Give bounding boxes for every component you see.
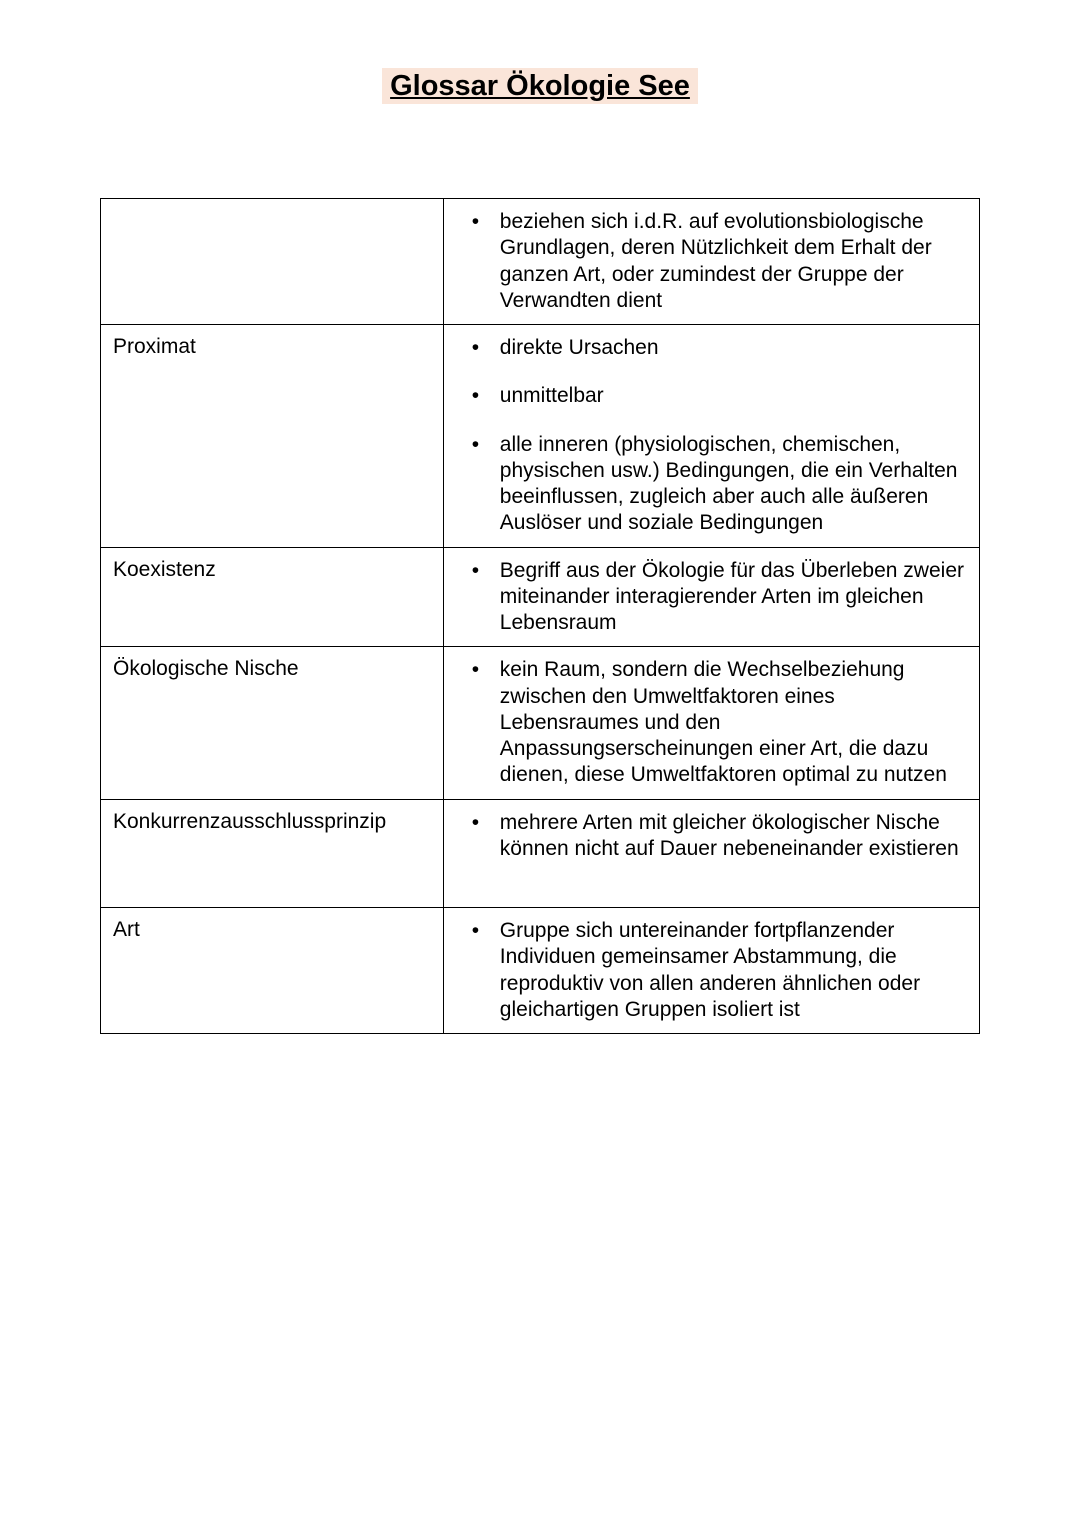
def-item: kein Raum, sondern die Wechselbeziehung …	[500, 657, 967, 788]
term-cell: Ökologische Nische	[101, 647, 444, 799]
def-cell: Gruppe sich untereinander fortpflanzende…	[443, 908, 979, 1034]
def-item: unmittelbar	[500, 383, 967, 409]
def-cell: beziehen sich i.d.R. auf evolutionsbiolo…	[443, 199, 979, 325]
def-item: beziehen sich i.d.R. auf evolutionsbiolo…	[500, 209, 967, 314]
page-title: Glossar Ökologie See	[100, 70, 980, 103]
def-list: kein Raum, sondern die Wechselbeziehung …	[456, 657, 967, 788]
table-row: Konkurrenzausschlussprinzip mehrere Arte…	[101, 799, 980, 908]
def-list: beziehen sich i.d.R. auf evolutionsbiolo…	[456, 209, 967, 314]
def-cell: Begriff aus der Ökologie für das Überleb…	[443, 547, 979, 647]
table-row: beziehen sich i.d.R. auf evolutionsbiolo…	[101, 199, 980, 325]
glossary-table: beziehen sich i.d.R. auf evolutionsbiolo…	[100, 198, 980, 1034]
term-cell	[101, 199, 444, 325]
term-cell: Konkurrenzausschlussprinzip	[101, 799, 444, 908]
term-cell: Art	[101, 908, 444, 1034]
def-list: Gruppe sich untereinander fortpflanzende…	[456, 918, 967, 1023]
def-item: alle inneren (physiologischen, chemische…	[500, 432, 967, 537]
def-item: direkte Ursachen	[500, 335, 967, 361]
def-item: mehrere Arten mit gleicher ökologischer …	[500, 810, 967, 863]
term-cell: Koexistenz	[101, 547, 444, 647]
table-row: Art Gruppe sich untereinander fortpflanz…	[101, 908, 980, 1034]
table-row: Ökologische Nische kein Raum, sondern di…	[101, 647, 980, 799]
def-list: mehrere Arten mit gleicher ökologischer …	[456, 810, 967, 863]
table-row: Koexistenz Begriff aus der Ökologie für …	[101, 547, 980, 647]
def-item: Gruppe sich untereinander fortpflanzende…	[500, 918, 967, 1023]
def-cell: kein Raum, sondern die Wechselbeziehung …	[443, 647, 979, 799]
def-cell: direkte Ursachen unmittelbar alle innere…	[443, 325, 979, 548]
table-row: Proximat direkte Ursachen unmittelbar al…	[101, 325, 980, 548]
def-cell: mehrere Arten mit gleicher ökologischer …	[443, 799, 979, 908]
def-list: direkte Ursachen unmittelbar alle innere…	[456, 335, 967, 537]
term-cell: Proximat	[101, 325, 444, 548]
def-list: Begriff aus der Ökologie für das Überleb…	[456, 558, 967, 637]
def-item: Begriff aus der Ökologie für das Überleb…	[500, 558, 967, 637]
page-title-text: Glossar Ökologie See	[382, 68, 698, 104]
